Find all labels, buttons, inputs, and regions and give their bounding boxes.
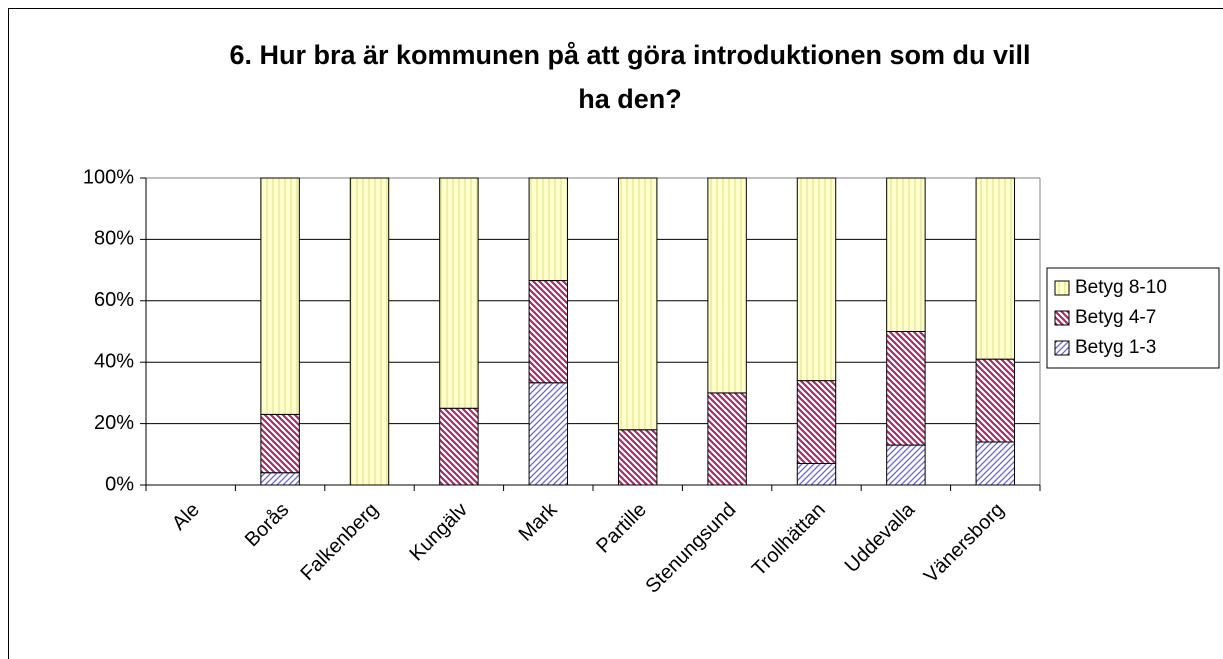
legend-box [1046, 267, 1220, 369]
bar-segment [439, 177, 479, 409]
bar-segment [886, 444, 926, 486]
bar-segment [975, 177, 1016, 360]
bar-segment [528, 382, 569, 486]
legend-label: Betyg 1-3 [1075, 337, 1156, 358]
bar-segment [796, 380, 837, 465]
bar-segment [707, 177, 747, 394]
bar-segment [886, 177, 926, 332]
bar-segment [439, 407, 479, 486]
bar-segment [260, 472, 300, 486]
bar-segment [975, 358, 1016, 443]
legend-swatch [1054, 340, 1070, 356]
y-tick-label: 60% [94, 289, 134, 311]
bar-segment [528, 177, 569, 282]
bar-segment [796, 177, 837, 382]
chart-title: ha den? [578, 84, 682, 114]
legend-swatch [1054, 310, 1070, 326]
chart-frame [8, 8, 1223, 659]
bar-segment [707, 392, 747, 486]
y-tick-label: 80% [94, 228, 134, 250]
bar-segment [886, 331, 926, 446]
bar-segment [796, 463, 837, 486]
bar-segment [617, 429, 658, 486]
legend-swatch [1054, 280, 1070, 296]
y-tick-label: 100% [83, 166, 134, 188]
y-tick-label: 40% [94, 350, 134, 372]
bar-segment [260, 413, 300, 474]
bar-segment [260, 177, 300, 415]
bar-segment [528, 280, 569, 384]
bar-segment [349, 177, 390, 486]
bar-segment [617, 177, 658, 431]
y-tick-label: 20% [94, 412, 134, 434]
legend-label: Betyg 4-7 [1075, 307, 1156, 328]
legend-label: Betyg 8-10 [1075, 277, 1167, 298]
chart-title: 6. Hur bra är kommunen på att göra intro… [229, 40, 1030, 70]
bar-segment [975, 441, 1016, 486]
y-tick-label: 0% [105, 473, 134, 495]
